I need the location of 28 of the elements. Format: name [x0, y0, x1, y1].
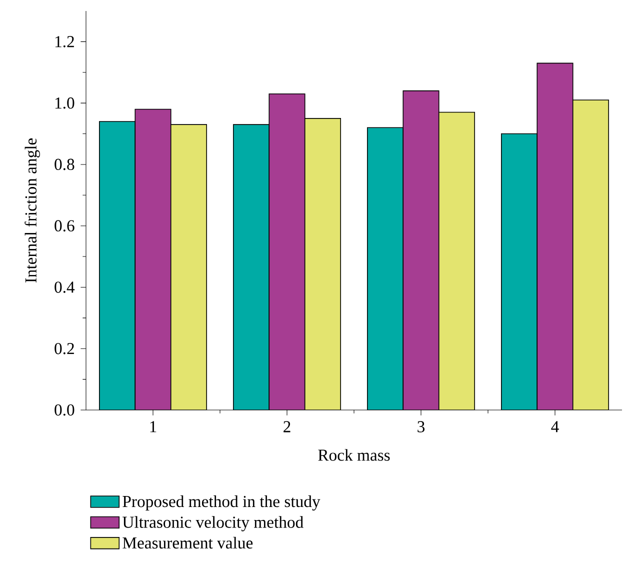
bar	[402, 90, 440, 410]
y-tick-label: 0.4	[54, 282, 75, 293]
legend-label: Proposed method in the study	[122, 495, 320, 511]
y-axis-title: Internal friction angle	[24, 138, 40, 283]
y-tick-label: 0.2	[54, 342, 74, 354]
x-tick-label: 4	[551, 421, 559, 432]
bar	[438, 112, 476, 410]
bar	[572, 100, 610, 410]
bar	[134, 108, 172, 410]
legend-label: Ultrasonic velocity method	[122, 516, 304, 532]
bar	[536, 62, 574, 410]
bar	[99, 121, 136, 410]
y-tick-label: 0.0	[54, 404, 74, 416]
bar	[170, 124, 208, 410]
y-tick-label: 0.6	[54, 220, 74, 232]
bar	[233, 124, 270, 410]
x-tick-label: 2	[284, 421, 290, 432]
y-tick-label: 0.8	[54, 158, 74, 170]
bar	[367, 127, 404, 410]
x-tick-label: 1	[150, 421, 156, 432]
legend-label: Measurement value	[122, 536, 253, 549]
bar	[501, 133, 538, 410]
x-axis-title: Rock mass	[318, 449, 390, 461]
y-tick-label: 1.0	[55, 97, 74, 109]
x-tick-label: 3	[418, 421, 425, 432]
y-tick-label: 1.2	[55, 36, 74, 48]
bar	[304, 118, 342, 410]
bar	[268, 93, 306, 410]
